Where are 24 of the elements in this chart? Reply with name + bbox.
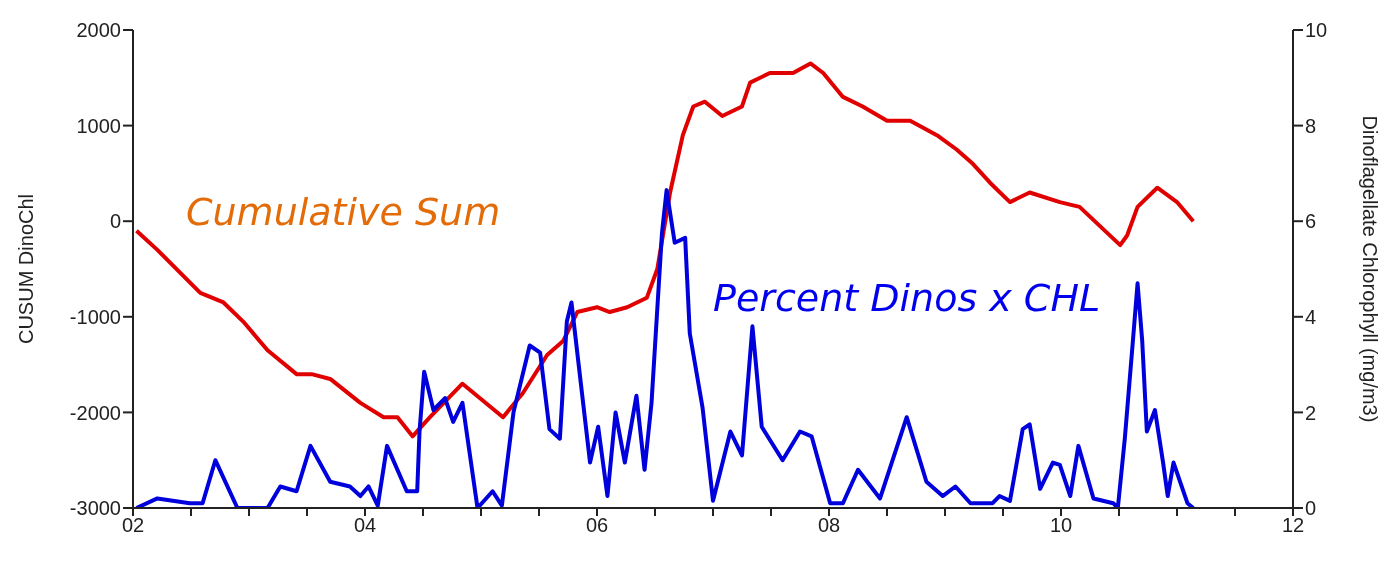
annotation: Percent Dinos x CHL [713, 276, 1101, 320]
y2-tick-label: 0 [1305, 497, 1317, 520]
x-tick-label: 08 [817, 514, 841, 537]
x-tick-label: 02 [121, 514, 145, 537]
y2-axis-title: Dinoflagellate Chlorophyll (mg/m3) [1358, 115, 1381, 423]
line-series [134, 188, 1196, 508]
y2-tick-label: 2 [1305, 401, 1317, 424]
y2-tick-label: 6 [1305, 210, 1317, 233]
y-tick-label: 1000 [76, 114, 121, 137]
y2-tick-label: 4 [1305, 305, 1317, 328]
x-tick-label: 10 [1049, 514, 1073, 537]
annotation: Cumulative Sum [186, 190, 501, 234]
y2-tick-label: 8 [1305, 114, 1317, 137]
x-tick-label: 12 [1281, 514, 1305, 537]
y-axis-title: CUSUM DinoChl [15, 193, 38, 345]
y-tick-label: 2000 [76, 19, 121, 42]
y-tick-label: 0 [109, 210, 121, 233]
y-tick-label: -3000 [69, 497, 121, 520]
y2-tick-label: 10 [1305, 19, 1328, 42]
y-tick-label: -1000 [69, 305, 121, 328]
y-tick-label: -2000 [69, 401, 121, 424]
x-tick-label: 04 [353, 514, 377, 537]
x-tick-label: 06 [585, 514, 609, 537]
line-series [134, 61, 1196, 439]
